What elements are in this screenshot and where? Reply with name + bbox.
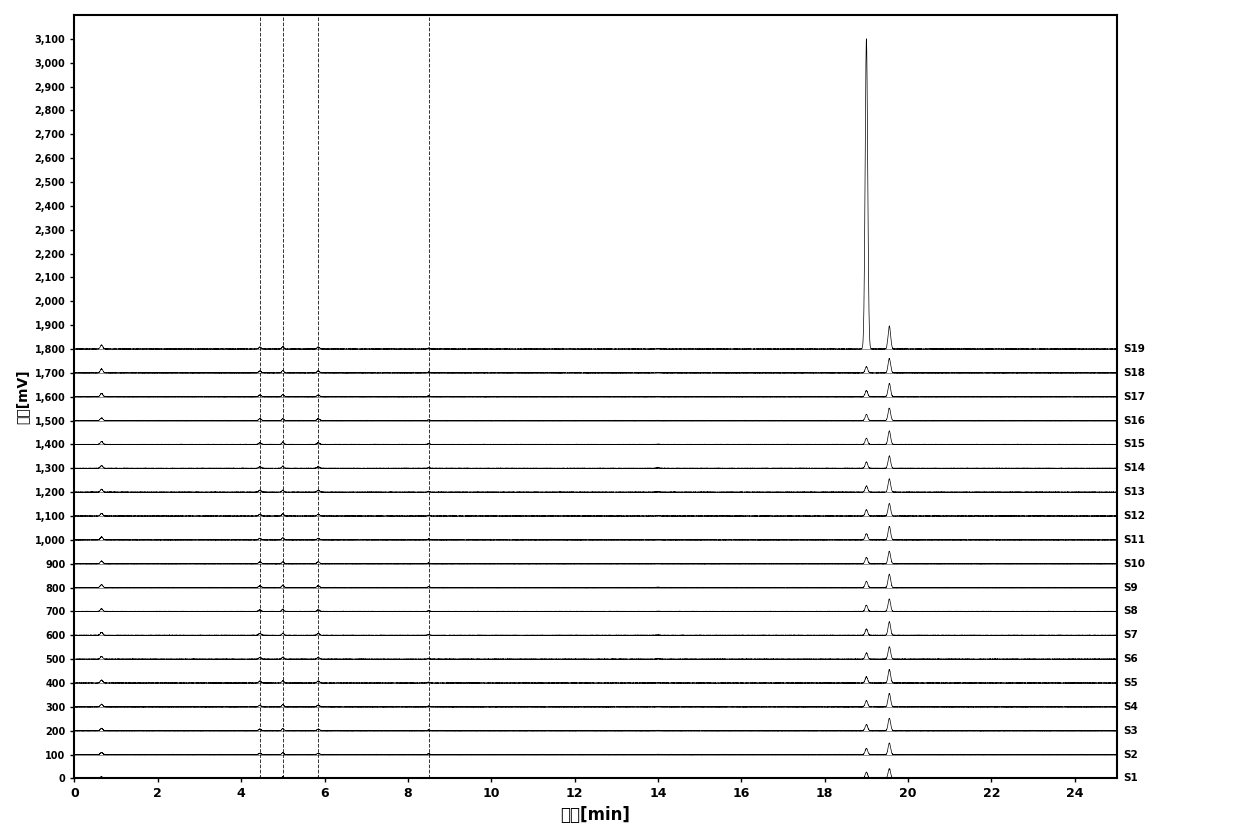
Text: S5: S5 bbox=[1122, 678, 1137, 688]
Text: S8: S8 bbox=[1122, 607, 1137, 617]
Text: S3: S3 bbox=[1122, 726, 1137, 736]
Text: S16: S16 bbox=[1122, 415, 1145, 425]
Text: S14: S14 bbox=[1122, 463, 1145, 473]
Text: S11: S11 bbox=[1122, 534, 1145, 545]
Text: S9: S9 bbox=[1122, 582, 1137, 592]
X-axis label: 时间[min]: 时间[min] bbox=[560, 806, 630, 824]
Text: S10: S10 bbox=[1122, 559, 1145, 569]
Text: S17: S17 bbox=[1122, 392, 1145, 402]
Text: S13: S13 bbox=[1122, 487, 1145, 498]
Text: S7: S7 bbox=[1122, 630, 1137, 640]
Text: S19: S19 bbox=[1122, 344, 1145, 354]
Text: S12: S12 bbox=[1122, 511, 1145, 521]
Text: S6: S6 bbox=[1122, 654, 1137, 664]
Text: S2: S2 bbox=[1122, 749, 1137, 759]
Text: S18: S18 bbox=[1122, 367, 1145, 378]
Text: S1: S1 bbox=[1122, 774, 1137, 784]
Text: S15: S15 bbox=[1122, 440, 1145, 450]
Y-axis label: 信号[mV]: 信号[mV] bbox=[15, 369, 29, 424]
Text: S4: S4 bbox=[1122, 702, 1137, 711]
